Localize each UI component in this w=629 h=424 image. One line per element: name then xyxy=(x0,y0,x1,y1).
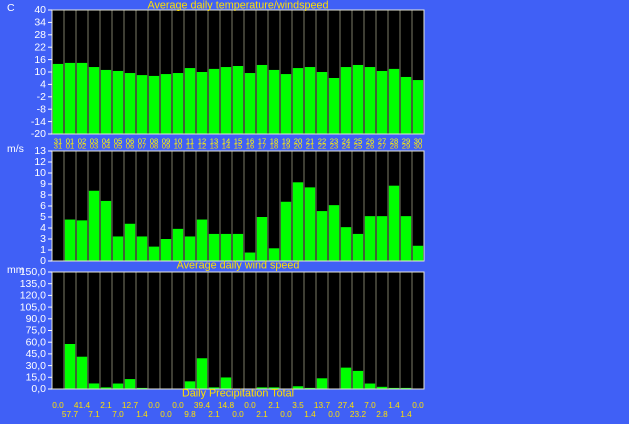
svg-text:2.8: 2.8 xyxy=(376,409,388,419)
svg-text:2.1: 2.1 xyxy=(268,400,280,410)
svg-text:17: 17 xyxy=(258,142,267,151)
svg-text:Daily Precipitation Total: Daily Precipitation Total xyxy=(182,388,294,400)
svg-text:26: 26 xyxy=(366,142,375,151)
svg-text:45,0: 45,0 xyxy=(26,348,47,360)
svg-text:08: 08 xyxy=(150,142,159,151)
svg-text:60,0: 60,0 xyxy=(26,336,47,348)
svg-text:1.4: 1.4 xyxy=(136,409,148,419)
svg-text:23: 23 xyxy=(330,142,339,151)
svg-text:C: C xyxy=(7,2,15,14)
svg-text:1.4: 1.4 xyxy=(400,409,412,419)
svg-text:07: 07 xyxy=(138,142,147,151)
svg-text:24: 24 xyxy=(342,142,351,151)
svg-text:09: 09 xyxy=(162,142,171,151)
svg-text:75,0: 75,0 xyxy=(26,325,47,337)
svg-text:27: 27 xyxy=(378,142,387,151)
svg-text:03: 03 xyxy=(90,142,99,151)
svg-text:11: 11 xyxy=(186,142,195,151)
svg-text:19: 19 xyxy=(282,142,291,151)
svg-text:28: 28 xyxy=(390,142,399,151)
svg-text:28: 28 xyxy=(34,29,46,41)
svg-text:57.7: 57.7 xyxy=(62,409,79,419)
svg-text:21: 21 xyxy=(306,142,315,151)
svg-text:20: 20 xyxy=(294,142,303,151)
svg-text:13: 13 xyxy=(34,145,46,157)
svg-text:-14: -14 xyxy=(31,116,46,128)
svg-text:22: 22 xyxy=(318,142,327,151)
svg-text:m/s: m/s xyxy=(7,143,24,155)
svg-text:15,0: 15,0 xyxy=(26,372,47,384)
svg-text:135,0: 135,0 xyxy=(20,278,46,290)
svg-text:-20: -20 xyxy=(31,128,46,140)
svg-text:04: 04 xyxy=(102,142,111,151)
svg-text:0.0: 0.0 xyxy=(328,409,340,419)
svg-text:-2: -2 xyxy=(37,91,46,103)
svg-text:0.0: 0.0 xyxy=(232,409,244,419)
svg-text:15: 15 xyxy=(234,142,243,151)
svg-text:2.1: 2.1 xyxy=(256,409,268,419)
svg-text:105,0: 105,0 xyxy=(20,301,46,313)
svg-text:29: 29 xyxy=(402,142,411,151)
svg-text:12: 12 xyxy=(198,142,207,151)
svg-text:05: 05 xyxy=(114,142,123,151)
svg-text:Average daily temperature/wind: Average daily temperature/windspeed xyxy=(147,0,328,12)
svg-text:16: 16 xyxy=(34,54,46,66)
svg-text:06: 06 xyxy=(126,142,135,151)
svg-text:9.8: 9.8 xyxy=(184,409,196,419)
svg-text:1.4: 1.4 xyxy=(304,409,316,419)
svg-text:0.0: 0.0 xyxy=(160,409,172,419)
svg-text:0.0: 0.0 xyxy=(148,400,160,410)
svg-text:90,0: 90,0 xyxy=(26,313,47,325)
svg-text:16: 16 xyxy=(246,142,255,151)
svg-text:23.2: 23.2 xyxy=(350,409,367,419)
svg-text:7.1: 7.1 xyxy=(88,409,100,419)
svg-text:2.1: 2.1 xyxy=(100,400,112,410)
svg-text:0,0: 0,0 xyxy=(31,383,46,395)
svg-text:10: 10 xyxy=(174,142,183,151)
svg-text:7.0: 7.0 xyxy=(112,409,124,419)
svg-text:22: 22 xyxy=(34,41,46,53)
svg-text:40: 40 xyxy=(34,4,46,16)
svg-text:-8: -8 xyxy=(37,103,46,115)
svg-text:0.0: 0.0 xyxy=(172,400,184,410)
svg-text:02: 02 xyxy=(78,142,87,151)
svg-text:0.0: 0.0 xyxy=(280,409,292,419)
svg-text:30,0: 30,0 xyxy=(26,360,47,372)
svg-text:1.4: 1.4 xyxy=(388,400,400,410)
svg-text:34: 34 xyxy=(34,17,46,29)
svg-text:3.5: 3.5 xyxy=(292,400,304,410)
svg-text:01: 01 xyxy=(66,142,75,151)
svg-text:30: 30 xyxy=(414,142,423,151)
svg-text:18: 18 xyxy=(270,142,279,151)
svg-text:Average daily wind speed: Average daily wind speed xyxy=(177,260,300,272)
svg-text:25: 25 xyxy=(354,142,363,151)
svg-text:13: 13 xyxy=(210,142,219,151)
svg-text:4: 4 xyxy=(40,79,46,91)
svg-text:31: 31 xyxy=(54,142,63,151)
svg-text:14: 14 xyxy=(222,142,231,151)
svg-text:2.1: 2.1 xyxy=(208,409,220,419)
svg-text:0.0: 0.0 xyxy=(244,400,256,410)
svg-text:120,0: 120,0 xyxy=(20,290,46,302)
svg-text:0.0: 0.0 xyxy=(412,400,424,410)
svg-text:10: 10 xyxy=(34,66,46,78)
svg-text:150,0: 150,0 xyxy=(20,266,46,278)
